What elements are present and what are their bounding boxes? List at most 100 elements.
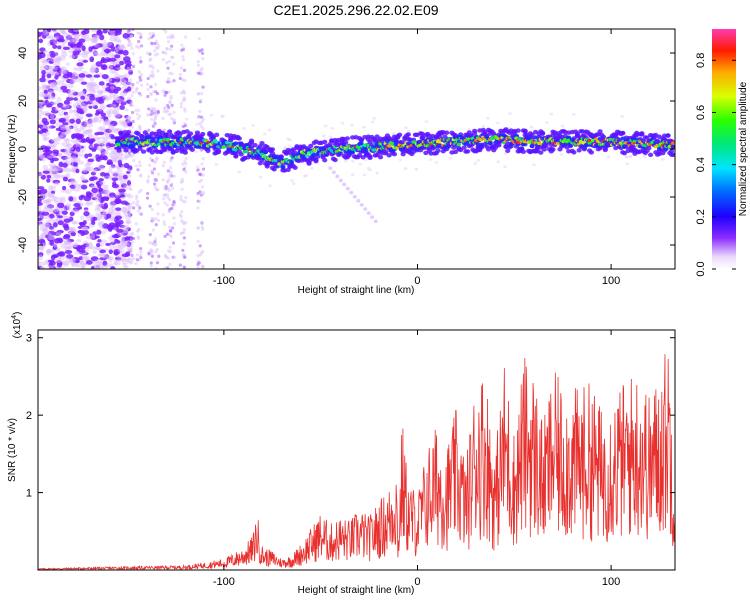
spectrogram-cell (110, 266, 116, 269)
spectrogram-cell (90, 171, 97, 176)
spectrogram-cell (200, 72, 204, 76)
spectrogram-cell (153, 53, 157, 57)
spectrogram-cell (84, 163, 91, 169)
spectrogram-cell (139, 133, 145, 139)
spectrogram-cell (465, 149, 471, 154)
spectrogram-cell (197, 172, 202, 176)
spectrogram-cell (597, 129, 603, 134)
spectrogram-cell (38, 31, 43, 38)
spectrogram-cell (134, 90, 138, 94)
spectrogram-cell (108, 222, 116, 229)
spectrogram-cell (71, 221, 80, 225)
spectrogram-cell (80, 177, 88, 182)
spectrogram-cell (63, 239, 72, 245)
spectrogram-cell (58, 117, 67, 123)
spectrogram-cell (104, 175, 112, 180)
spectrogram-cell (85, 260, 93, 265)
spectrogram-cell (215, 148, 222, 153)
spectrogram-cell (64, 249, 73, 254)
spectrogram-cell (258, 175, 263, 179)
spectrogram-cell (88, 82, 96, 88)
spectrogram-cell (109, 92, 116, 98)
spectrogram-cell (125, 219, 131, 225)
spectrogram-cell (116, 168, 123, 174)
spectrogram-cell (41, 211, 50, 216)
spectrogram-cell (313, 157, 319, 163)
spectrogram-cell (149, 150, 155, 155)
spectrogram-cell (532, 163, 536, 167)
spectrogram-cell (264, 164, 270, 169)
spectrogram-cell (73, 97, 78, 101)
spectrogram-cell (74, 112, 80, 117)
spectrogram-cell (81, 30, 87, 35)
spectrogram-cell (111, 159, 119, 163)
spectrogram-cell (166, 169, 170, 173)
spectrogram-cell (164, 110, 168, 114)
spectrogram-cell (105, 242, 111, 246)
spectrogram-cell (94, 101, 99, 106)
spectrogram-cell (168, 229, 173, 233)
spectrogram-cell (92, 34, 100, 40)
spectrogram-cell (198, 109, 202, 114)
spectrogram-cell (82, 262, 88, 267)
spectrogram-cell (61, 210, 68, 215)
spectrogram-cell (306, 161, 312, 166)
spectrogram-cell (135, 86, 139, 91)
spectrogram-cell (45, 130, 51, 136)
spectrogram-cell (259, 140, 265, 146)
spectrogram-cell (81, 266, 86, 269)
spectrogram-cell (95, 216, 102, 221)
spectrogram-cell (181, 162, 185, 166)
spectrogram-cell (65, 96, 74, 101)
spectrogram-cell (130, 240, 135, 244)
spectrogram-cell (168, 165, 173, 170)
spectrogram-cell (52, 222, 58, 228)
spectrogram-cell (189, 147, 195, 152)
spectrogram-cell (53, 196, 60, 202)
spectrogram-cell (179, 195, 183, 199)
spectrogram-cell (242, 126, 246, 130)
spectrogram-cell (91, 265, 96, 269)
spectrogram-cell (55, 231, 62, 236)
spectrogram-cell (95, 204, 101, 210)
spectrogram-cell (39, 188, 48, 194)
spectrogram-cell (186, 135, 192, 140)
spectrogram-cell (47, 34, 54, 40)
spectrogram-cell (48, 60, 54, 64)
spectrogram-cell (72, 220, 77, 225)
spectrogram-cell (136, 199, 140, 204)
spectrogram-cell (138, 93, 143, 97)
spectrogram-cell (124, 265, 129, 269)
spectrogram-cell (332, 157, 338, 163)
spectrogram-cell (110, 150, 116, 155)
spectrogram-cell (39, 101, 46, 105)
spectrogram-cell (125, 227, 131, 232)
spectrogram-cell (106, 213, 112, 219)
spectrogram-cell (96, 261, 103, 266)
spectrogram-cell (201, 57, 205, 61)
spectrogram-cell (148, 240, 152, 245)
spectrogram-cell (322, 158, 328, 163)
spectrogram-cell (47, 208, 54, 213)
spectrogram-cell (171, 241, 176, 245)
spectrogram-cell (151, 74, 155, 79)
spectrogram-cell (644, 135, 650, 140)
spectrogram-cell (114, 215, 122, 220)
snr-series-line (38, 354, 675, 570)
spectrogram-cell (80, 265, 86, 269)
spectrogram-cell (41, 93, 49, 98)
spectrogram-cell (107, 87, 116, 94)
spectrogram-cell (101, 64, 108, 71)
spectrogram-cell (56, 247, 61, 253)
spectrogram-cell (110, 241, 117, 245)
spectrogram-cell (64, 188, 72, 195)
spectrogram-cell (122, 32, 130, 39)
spectrogram-cell (624, 155, 629, 159)
spectrogram-cell (48, 167, 57, 173)
spectrogram-cell (200, 131, 206, 137)
spectrogram-cell (111, 110, 117, 115)
spectrogram-cell (358, 138, 364, 143)
spectrogram-cell (167, 90, 171, 94)
spectrogram-cell (68, 168, 77, 173)
spectrogram-cell (233, 154, 239, 159)
